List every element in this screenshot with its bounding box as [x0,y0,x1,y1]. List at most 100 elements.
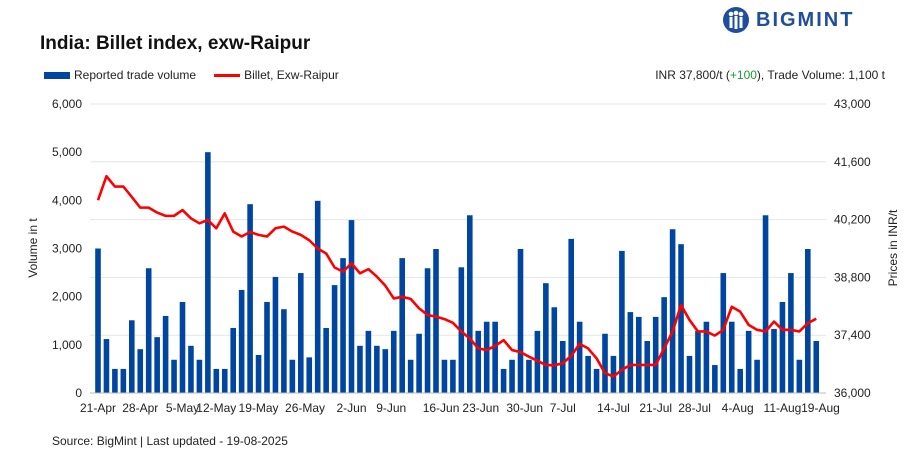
volume-bar [813,340,820,393]
left-tick-label: 1,000 [52,338,82,352]
volume-bar [145,268,152,393]
volume-bar [703,321,710,393]
volume-bar [357,345,363,393]
volume-bar [171,359,177,393]
legend-item-volume: Reported trade volume [44,68,196,82]
volume-bar [272,276,279,393]
x-tick-label: 21-Apr [80,401,116,415]
volume-bar [644,340,651,393]
volume-bar [112,368,118,393]
left-tick-label: 3,000 [52,242,82,256]
volume-bar [382,349,389,393]
price-line [96,174,817,378]
x-tick-label: 21-Jul [639,401,672,415]
volume-bar [500,368,507,393]
volume-bar [627,312,634,393]
volume-bar [281,309,287,393]
volume-bar [95,248,101,393]
legend-label: Billet, Exw-Raipur [244,68,339,82]
volume-bar [450,359,456,393]
volume-bar [162,315,169,393]
volume-bar [543,283,549,393]
x-tick-label: 16-Jun [423,401,460,415]
volume-bar [196,359,203,393]
volume-bar [120,368,127,393]
bigmint-logo-icon [723,7,749,33]
volume-bar [179,301,186,393]
x-tick-label: 11-Aug [764,401,802,415]
volume-bar [213,368,220,393]
volume-bar [568,238,574,393]
volume-bar [509,359,515,393]
x-tick-label: 23-Jun [462,401,499,415]
price-summary-prefix: INR 37,800/t ( [655,68,730,82]
brand-name: BIGMINT [756,8,855,31]
volume-bar [416,333,422,393]
right-tick-label: 40,200 [834,213,871,227]
volume-bar [585,355,591,393]
left-tick-label: 0 [75,386,82,400]
chart-title: India: Billet index, exw-Raipur [40,33,311,54]
volume-bar [771,328,777,393]
volume-bar [517,248,524,393]
volume-bar [340,258,346,393]
volume-bar [323,327,329,393]
volume-bar [551,307,558,393]
volume-bar [737,368,743,393]
volume-bar [686,355,693,393]
x-tick-label: 7-Jul [550,401,576,415]
volume-bar [137,349,144,393]
right-tick-label: 43,000 [834,97,871,111]
volume-bar [441,359,448,393]
volume-bar [255,354,262,393]
volume-bar [593,368,600,393]
volume-bar [695,330,701,393]
volume-bar [796,359,803,393]
volume-bar [230,327,236,393]
volume-bar [754,359,760,393]
volume-bar [374,345,380,393]
right-tick-label: 38,800 [834,270,871,284]
left-tick-label: 5,000 [52,145,82,159]
volume-bar [636,316,642,393]
volume-bar [652,316,659,393]
volume-bar [661,297,667,393]
x-tick-label: 28-Jul [678,401,711,415]
left-tick-label: 6,000 [52,97,82,111]
source-note: Source: BigMint | Last updated - 19-08-2… [52,434,288,448]
volume-bar [720,273,727,393]
volume-bar [678,244,684,393]
volume-bar [424,268,431,393]
volume-bar [314,200,321,393]
legend: Reported trade volume Billet, Exw-Raipur [44,68,357,82]
volume-bar [779,301,786,393]
volume-bar [576,321,583,393]
volume-bar [788,273,794,393]
legend-swatch-line [214,73,241,77]
volume-bar [103,339,110,393]
volume-bar [610,355,617,393]
left-tick-label: 2,000 [52,290,82,304]
volume-bar [238,289,245,393]
x-tick-label: 2-Jun [336,401,366,415]
price-change: +100 [729,68,757,82]
volume-bar [492,321,498,393]
legend-swatch-bar [44,71,70,79]
volume-bar [559,340,566,393]
x-tick-label: 19-Aug [801,401,840,415]
volume-bar [264,301,270,393]
volume-bar [407,359,414,393]
volume-bar [154,337,160,393]
volume-bar [306,357,313,393]
volume-bar [602,333,608,393]
volume-bar [619,250,625,393]
legend-item-price: Billet, Exw-Raipur [214,68,339,82]
x-tick-label: 4-Aug [722,401,754,415]
right-tick-label: 36,000 [834,386,871,400]
volume-bar [390,330,397,393]
x-tick-label: 19-May [239,401,279,415]
volume-bar [762,215,769,393]
x-tick-label: 5-May [166,401,199,415]
left-axis-label: Volume in t [26,218,40,278]
volume-bar [669,229,676,393]
